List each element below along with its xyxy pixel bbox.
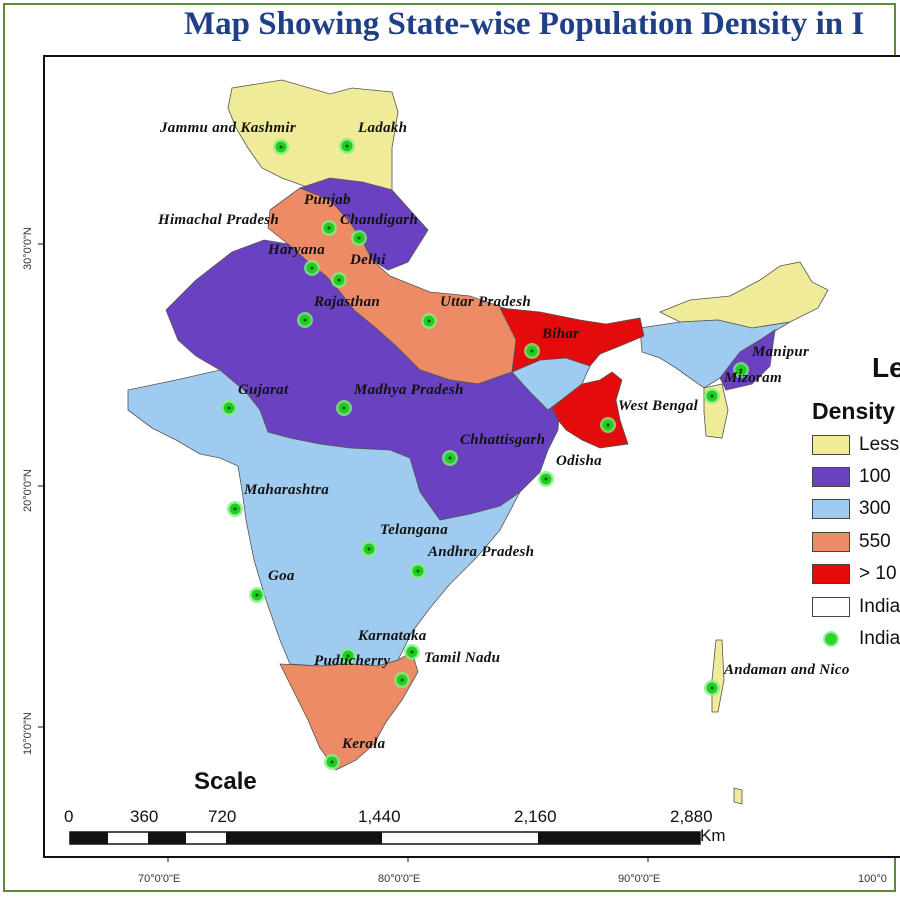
legend-label: 100	[859, 466, 891, 487]
lat-tick-20: 20°0'0"N	[22, 469, 34, 512]
scale-title: Scale	[194, 768, 257, 795]
label-ladakh: Ladakh	[358, 120, 408, 136]
capital-marker-center	[606, 423, 610, 427]
legend-item-boundary: India	[812, 596, 900, 618]
capital-marker-center	[544, 477, 548, 481]
capital-marker-center	[327, 226, 331, 230]
region-andaman	[711, 639, 725, 713]
legend-label: 300	[859, 498, 891, 519]
capital-marker-center	[739, 368, 743, 372]
scale-bar	[69, 831, 701, 845]
lon-tick-70: 70°0'0"E	[138, 873, 181, 885]
lon-tick-90: 90°0'0"E	[618, 873, 661, 885]
lon-tick-100: 100°0	[858, 873, 887, 885]
label-chandigarh: Chandigarh	[340, 212, 419, 228]
label-bihar: Bihar	[542, 326, 580, 342]
label-tamil-nadu: Tamil Nadu	[424, 650, 501, 666]
label-goa: Goa	[268, 568, 295, 584]
map-title: Map Showing State-wise Population Densit…	[184, 6, 865, 42]
capital-marker-center	[710, 394, 714, 398]
scale-value-720: 720	[208, 807, 237, 826]
capital-marker-center	[345, 144, 349, 148]
label-haryana: Haryana	[268, 242, 326, 258]
region-nicobar	[733, 787, 743, 805]
lat-tick-10: 10°0'0"N	[22, 712, 34, 755]
scale-value-360: 360	[130, 807, 159, 826]
capital-marker-center	[410, 650, 414, 654]
legend-item-point: India	[812, 628, 900, 650]
legend-item-3: 550	[812, 531, 891, 553]
legend-point-icon	[812, 629, 850, 649]
capital-marker-center	[416, 569, 420, 573]
legend-label: 550	[859, 531, 891, 552]
label-maharashtra: Maharashtra	[244, 482, 330, 498]
legend-swatch	[812, 467, 850, 487]
label-manipur: Manipur	[752, 344, 810, 360]
label-andaman-nicobar: Andaman and Nico	[724, 662, 850, 678]
label-mizoram: Mizoram	[724, 370, 782, 386]
label-himachal-pradesh: Himachal Pradesh	[158, 212, 280, 228]
region-manipur-purple	[719, 329, 776, 391]
capital-marker-center	[530, 349, 534, 353]
legend-swatch	[812, 597, 850, 617]
legend-label: > 10	[859, 563, 897, 584]
label-chhattisgarh: Chhattisgarh	[460, 432, 546, 448]
capital-marker-center	[255, 593, 259, 597]
legend-swatch	[812, 564, 850, 584]
scale-value-1440: 1,440	[358, 807, 401, 826]
capital-marker-center	[227, 406, 231, 410]
capital-marker-center	[427, 319, 431, 323]
lat-tick-30: 30°0'0"N	[22, 227, 34, 270]
legend-label: Less	[859, 434, 900, 455]
legend-swatch	[812, 435, 850, 455]
label-delhi: Delhi	[350, 252, 386, 268]
legend-item-4: > 10	[812, 563, 897, 585]
legend-label: India	[859, 596, 900, 617]
region-west-south-blue	[127, 369, 521, 667]
label-kerala: Kerala	[342, 736, 386, 752]
legend-subheading: Density	[812, 398, 896, 424]
legend-label: India	[859, 628, 900, 649]
region-northeast-yellow	[659, 261, 829, 329]
label-west-bengal: West Bengal	[618, 398, 699, 414]
label-uttar-pradesh: Uttar Pradesh	[440, 294, 531, 310]
capital-marker-center	[342, 406, 346, 410]
label-andhra-pradesh: Andhra Pradesh	[428, 544, 535, 560]
label-gujarat: Gujarat	[238, 382, 289, 398]
label-odisha: Odisha	[556, 453, 602, 469]
region-south-orange	[279, 651, 419, 771]
capital-marker-center	[400, 678, 404, 682]
region-punjab	[298, 177, 429, 271]
legend-swatch	[812, 532, 850, 552]
legend-item-2: 300	[812, 498, 891, 520]
capital-marker-center	[233, 507, 237, 511]
scale-value-2880: 2,880	[670, 807, 713, 826]
legend-item-0: Less	[812, 434, 899, 456]
scale-value-2160: 2,160	[514, 807, 557, 826]
capital-marker-center	[310, 266, 314, 270]
label-karnataka: Karnataka	[358, 628, 427, 644]
legend-item-1: 100	[812, 466, 891, 488]
capital-marker-center	[330, 760, 334, 764]
label-madhya-pradesh: Madhya Pradesh	[354, 382, 464, 398]
lon-tick-80: 80°0'0"E	[378, 873, 421, 885]
capital-marker-center	[346, 654, 350, 658]
label-jammu-kashmir: Jammu and Kashmir	[160, 120, 296, 136]
label-puducherry: Puducherry	[314, 653, 391, 669]
scale-value-0: 0	[64, 807, 74, 826]
capital-marker-center	[448, 456, 452, 460]
capital-marker-center	[357, 236, 361, 240]
legend-swatch	[812, 499, 850, 519]
legend-heading: Le	[872, 352, 900, 383]
scale-unit: Km	[700, 826, 726, 845]
label-rajasthan: Rajasthan	[314, 294, 381, 310]
capital-marker-center	[710, 686, 714, 690]
capital-marker-center	[367, 547, 371, 551]
capital-marker-center	[337, 278, 341, 282]
capital-marker-center	[279, 145, 283, 149]
label-telangana: Telangana	[380, 522, 448, 538]
label-punjab: Punjab	[304, 192, 351, 208]
capital-marker-center	[303, 318, 307, 322]
